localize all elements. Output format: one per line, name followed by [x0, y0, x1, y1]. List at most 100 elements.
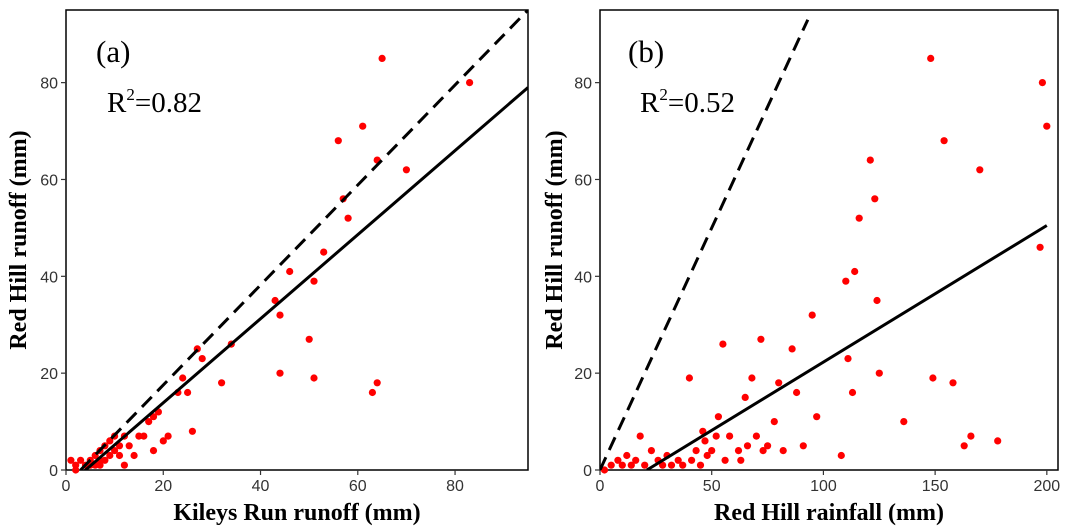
- data-point-a-31: [164, 432, 172, 440]
- y-tick-label-a-60: 60: [40, 172, 58, 189]
- data-point-b-11: [659, 461, 667, 469]
- data-point-a-43: [286, 267, 294, 276]
- data-point-a-2: [72, 466, 80, 474]
- data-point-a-15: [106, 437, 114, 445]
- y-tick-label-a-40: 40: [40, 269, 58, 286]
- plot-frame-b: [599, 9, 1059, 471]
- data-point-b-18: [692, 447, 700, 455]
- data-point-b-44: [808, 311, 816, 319]
- data-point-b-19: [696, 461, 705, 469]
- data-point-a-21: [120, 461, 128, 469]
- data-point-a-35: [188, 427, 196, 435]
- data-point-b-24: [712, 432, 720, 440]
- data-point-b-0: [600, 466, 609, 474]
- data-point-b-45: [813, 413, 821, 421]
- data-point-b-32: [743, 442, 752, 450]
- data-point-b-15: [679, 461, 687, 469]
- data-point-a-48: [334, 137, 342, 145]
- data-point-a-45: [310, 277, 318, 285]
- y-tick-label-b-40: 40: [574, 269, 592, 286]
- data-point-b-27: [721, 456, 729, 464]
- x-tick-label-b-150: 150: [922, 478, 949, 495]
- x-tick-label-b-0: 0: [596, 478, 605, 495]
- data-point-b-39: [775, 379, 783, 387]
- data-point-b-26: [719, 340, 727, 348]
- data-point-b-62: [967, 432, 975, 440]
- data-point-b-6: [632, 456, 640, 464]
- data-point-a-44: [305, 335, 313, 343]
- y-tick-label-a-80: 80: [40, 76, 58, 93]
- data-point-a-26: [145, 418, 153, 426]
- y-tick-label-a-0: 0: [49, 463, 58, 480]
- y-axis-title-b: Red Hill runoff (mm): [542, 130, 568, 349]
- y-axis-title-a: Red Hill runoff (mm): [6, 130, 32, 349]
- panel-a: 0 20 40 60 80 0 20 40 60 80 (a) R2=0.82 Kileys R…: [6, 9, 529, 526]
- data-point-b-55: [875, 369, 883, 377]
- x-tick-label-b-200: 200: [1033, 478, 1060, 495]
- data-point-b-3: [618, 461, 626, 469]
- data-point-b-1: [607, 461, 615, 469]
- data-point-b-2: [614, 456, 622, 464]
- data-point-b-7: [636, 432, 644, 440]
- data-point-a-47: [320, 248, 328, 256]
- x-ticks-b: 0 50 100 150 200: [596, 470, 1060, 495]
- data-point-b-38: [770, 418, 778, 426]
- data-point-a-42: [276, 369, 284, 377]
- data-point-b-58: [929, 374, 937, 382]
- y-ticks-b: 0 20 40 60 80: [574, 76, 600, 480]
- data-point-b-57: [927, 54, 935, 63]
- panel-b: 0 50 100 150 200 0 20 40 60 80 (b) R2=0.52 Red H…: [542, 9, 1060, 526]
- data-point-b-23: [708, 447, 716, 455]
- data-point-a-28: [149, 447, 158, 455]
- data-point-b-60: [949, 379, 957, 387]
- data-point-b-52: [866, 156, 874, 164]
- data-point-b-8: [641, 461, 649, 469]
- lines-b: [600, 19, 1048, 470]
- data-point-b-34: [752, 432, 761, 440]
- data-points-a: [67, 54, 474, 474]
- data-point-a-12: [101, 456, 109, 464]
- regression-line-a: [83, 86, 528, 470]
- one-to-one-line-b: [600, 19, 810, 470]
- data-point-a-14: [106, 451, 114, 460]
- data-point-b-36: [759, 447, 767, 455]
- data-point-b-61: [960, 442, 968, 450]
- data-point-b-5: [627, 461, 635, 469]
- x-tick-label-a-20: 20: [154, 478, 172, 495]
- data-point-a-57: [466, 79, 474, 87]
- data-point-a-34: [184, 388, 192, 397]
- data-point-a-56: [402, 166, 410, 174]
- r-squared-label-b: R2=0.52: [640, 85, 735, 119]
- x-tick-label-a-0: 0: [62, 478, 71, 495]
- data-point-b-29: [734, 447, 743, 455]
- data-point-a-52: [368, 388, 376, 397]
- data-point-a-51: [359, 122, 367, 130]
- data-point-b-21: [701, 437, 709, 445]
- data-point-b-30: [737, 456, 745, 464]
- x-tick-label-a-40: 40: [252, 478, 270, 495]
- data-point-b-67: [1043, 122, 1051, 130]
- data-point-b-43: [799, 442, 807, 450]
- data-point-b-50: [851, 267, 859, 276]
- x-ticks-a: 0 20 40 60 80: [62, 470, 464, 495]
- panel-label-b: (b): [628, 34, 664, 69]
- data-point-b-46: [837, 451, 845, 460]
- data-point-b-56: [900, 418, 908, 426]
- data-point-a-38: [218, 379, 226, 387]
- data-point-b-28: [726, 432, 734, 440]
- data-point-b-63: [976, 166, 984, 174]
- data-point-a-50: [344, 214, 352, 222]
- data-point-b-22: [703, 451, 711, 460]
- x-tick-label-b-50: 50: [703, 478, 721, 495]
- data-point-b-14: [674, 456, 682, 464]
- data-point-b-25: [714, 413, 723, 421]
- y-tick-label-b-0: 0: [583, 463, 592, 480]
- data-point-b-42: [793, 388, 801, 397]
- data-point-a-33: [179, 374, 187, 382]
- data-point-a-40: [271, 296, 279, 305]
- data-point-b-9: [647, 447, 656, 455]
- r-squared-label-a: R2=0.82: [107, 85, 202, 119]
- data-point-a-41: [276, 311, 284, 319]
- data-point-b-49: [848, 388, 857, 397]
